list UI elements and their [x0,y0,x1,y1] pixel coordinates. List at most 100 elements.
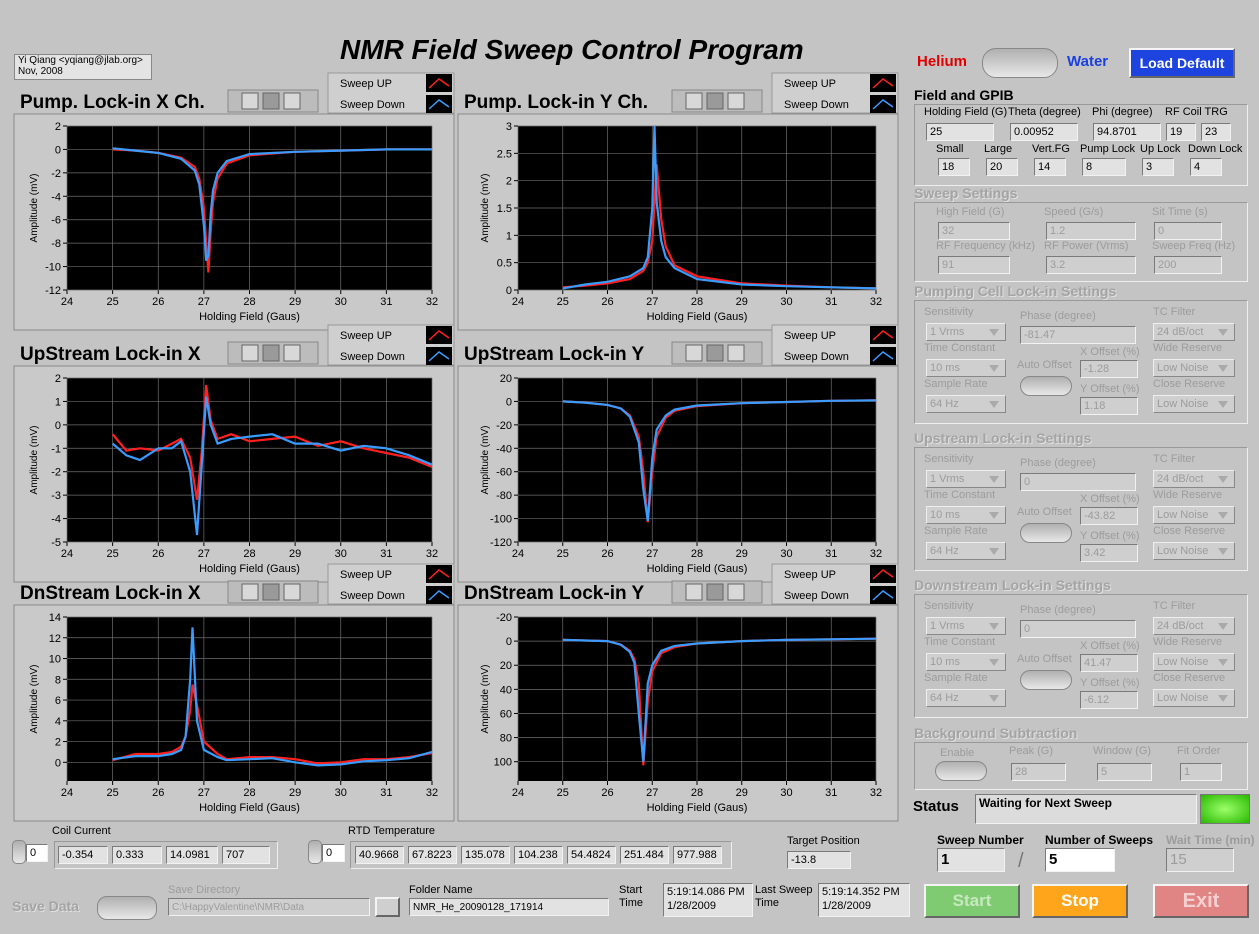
x-tick-label: 29 [289,296,301,308]
x-tick-label: 32 [426,787,438,799]
field-label: Y Offset (%) [1080,530,1140,542]
field-label: RF Coil TRG [1165,106,1228,118]
index-spinner[interactable] [308,840,322,864]
y-tick-label: 2 [55,121,61,133]
field-label: Last Sweep Time [755,884,813,909]
toolbar-icon [262,583,280,601]
y-tick-label: -6 [51,215,61,227]
legend-swatch [870,74,896,92]
helium-label: Helium [917,53,968,70]
auto-offset-toggle[interactable] [1020,523,1072,543]
x-tick-label: 31 [825,787,837,799]
field-label: Auto Offset [1017,359,1072,371]
y-tick-label: -2 [51,168,61,180]
value-field[interactable]: 5 [1045,848,1115,872]
dropdown[interactable]: 24 dB/oct [1153,323,1235,341]
y-tick-label: 2.5 [497,148,512,160]
field-label: Y Offset (%) [1080,677,1140,689]
y-tick-label: 20 [500,660,512,672]
plot-title: Pump. Lock-in Y Ch. [464,92,648,113]
y-tick-label: -3 [51,490,61,502]
index-spinner[interactable] [12,840,26,864]
series-line [112,147,432,262]
section-title: Pumping Cell Lock-in Settings [914,283,1117,299]
dropdown[interactable]: 64 Hz [926,542,1006,560]
dropdown[interactable]: 64 Hz [926,689,1006,707]
auto-offset-toggle[interactable] [1020,670,1072,690]
x-tick-label: 32 [870,548,882,560]
value-field: 14 [1034,158,1066,176]
section-title: Sweep Settings [914,185,1018,201]
toolbar-icon [706,344,724,362]
dropdown[interactable]: 24 dB/oct [1153,470,1235,488]
toolbar-icon [685,92,703,110]
value-field: -13.8 [787,851,851,869]
legend-line [872,590,894,601]
dropdown[interactable]: 24 dB/oct [1153,617,1235,635]
field-label: Time Constant [924,342,996,354]
stop-button[interactable]: Stop [1032,884,1128,918]
section-title: Field and GPIB [914,87,1014,103]
value-field: -6.12 [1080,691,1138,709]
exit-button[interactable]: Exit [1153,884,1249,918]
dropdown[interactable]: Low Noise [1153,506,1235,524]
time-box [663,883,753,917]
legend-line [428,590,450,601]
field-label: Folder Name [409,884,473,896]
value-field: 25 [926,123,994,141]
start-button[interactable]: Start [924,884,1020,918]
dropdown[interactable]: Low Noise [1153,542,1235,560]
dropdown[interactable]: Low Noise [1153,689,1235,707]
series-line [112,627,433,767]
dropdown[interactable]: 10 ms [926,653,1006,671]
y-axis-label: Amplitude (mV) [480,426,491,495]
group-box [914,594,1248,718]
value-field: 3.2 [1046,256,1136,274]
legend-swatch [870,326,896,344]
browse-button[interactable] [375,897,400,917]
value-field: 1 [1180,763,1222,781]
dropdown[interactable]: 1 Vrms [926,617,1006,635]
field-label: Coil Current [52,825,111,837]
series-line [112,684,433,765]
y-tick-label: 10 [49,654,61,666]
x-tick-label: 27 [646,787,658,799]
dropdown[interactable]: Low Noise [1153,653,1235,671]
value-field: 14.0981 [166,846,218,864]
value-field: -81.47 [1020,326,1136,344]
dropdown[interactable]: 10 ms [926,506,1006,524]
dropdown[interactable]: Low Noise [1153,359,1235,377]
legend-label: Sweep Down [784,99,849,111]
field-label: Close Reserve [1153,525,1226,537]
dropdown[interactable]: 10 ms [926,359,1006,377]
value-field: 20 [986,158,1018,176]
x-tick-label: 29 [289,787,301,799]
value-field: 0.00952 [1010,123,1078,141]
x-tick-label: 32 [426,548,438,560]
load-default-button[interactable]: Load Default [1129,48,1235,78]
field-label: Small [936,143,964,155]
dropdown[interactable]: Low Noise [1153,395,1235,413]
field-label: Peak (G) [1009,745,1054,757]
x-axis-label: Holding Field (Gaus) [199,802,300,814]
x-tick-label: 30 [780,548,792,560]
value-field: -43.82 [1080,507,1138,525]
dropdown[interactable]: 1 Vrms [926,323,1006,341]
gas-toggle[interactable] [982,48,1058,78]
legend-line [872,78,894,89]
save-toggle[interactable] [97,896,157,920]
x-tick-label: 30 [335,787,347,799]
dropdown[interactable]: 64 Hz [926,395,1006,413]
enable-toggle[interactable] [935,761,987,781]
field-label: RF Power (Vrms) [1044,240,1129,252]
auto-offset-toggle[interactable] [1020,376,1072,396]
x-tick-label: 24 [61,787,73,799]
field-label: Y Offset (%) [1080,383,1140,395]
group-box [914,202,1248,282]
x-tick-label: 28 [691,787,703,799]
value-field: 1.2 [1046,222,1136,240]
y-tick-label: -4 [51,514,61,526]
dropdown[interactable]: 1 Vrms [926,470,1006,488]
y-tick-label: 80 [500,733,512,745]
